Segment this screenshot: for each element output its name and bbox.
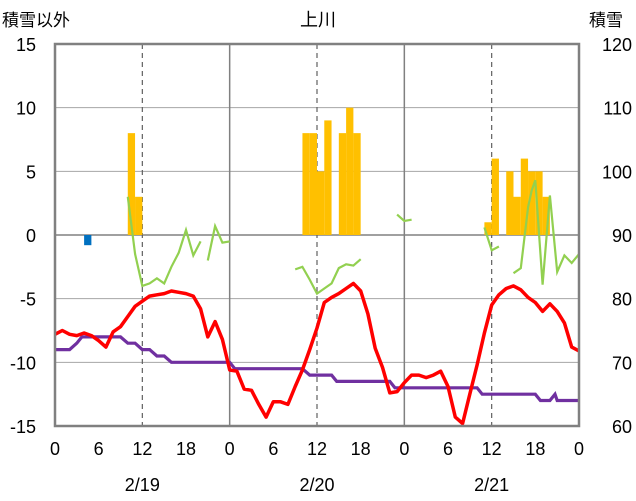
x-tick-label: 6 [268,439,278,459]
snowfall-bar [324,120,332,235]
snowfall-bar [84,235,92,246]
y-left-tick-label: 10 [16,99,36,119]
snowfall-bar [506,171,514,235]
y-right-tick-label: 110 [603,99,632,119]
x-tick-label: 0 [50,439,60,459]
snowfall-bar [127,133,136,235]
snowfall-bar [542,196,550,235]
x-tick-label: 0 [399,439,409,459]
x-tick-label: 0 [225,439,235,459]
y-right-tick-label: 120 [602,35,632,55]
x-tick-label: 18 [351,439,371,459]
snowfall-bars [84,107,550,246]
snowfall-bar [309,133,317,235]
snowfall-bar [535,171,543,235]
snowfall-bar [491,158,499,235]
y-right-ticks: 120 110 100 90 80 70 60 [602,35,632,437]
x-tick-label: 18 [525,439,545,459]
chart-title: 上川 [300,10,336,31]
snowfall-bar [135,196,143,235]
snow-depth-line [55,335,579,403]
x-tick-label: 12 [307,439,327,459]
y-left-tick-label: -15 [10,417,36,437]
green-series-line [512,179,580,285]
snowfall-bar [302,133,310,235]
x-tick-labels: 0 6 12 18 0 6 12 18 0 6 12 18 0 [50,439,584,459]
x-tick-label: 0 [574,439,584,459]
date-label: 2/19 [125,475,160,495]
y-left-tick-label: -10 [10,353,36,373]
y-right-tick-label: 60 [612,417,632,437]
snowfall-bar [484,222,492,235]
green-series-line [206,222,230,261]
series-lines [54,179,580,426]
snowfall-bar [346,107,354,235]
green-series-line [396,213,412,223]
snowfall-bar [353,133,361,235]
temperature-line [54,281,580,426]
x-tick-label: 6 [94,439,104,459]
x-tick-label: 12 [482,439,502,459]
date-label: 2/20 [299,475,334,495]
y-left-tick-label: 15 [16,35,36,55]
x-tick-label: 18 [176,439,196,459]
green-series-line [483,227,500,252]
y-right-tick-label: 90 [612,226,632,246]
green-series-line [294,258,362,296]
x-tick-label: 12 [132,439,152,459]
y-right-tick-label: 70 [612,353,632,373]
y-left-tick-label: 0 [26,226,36,246]
y-right-tick-label: 80 [612,290,632,310]
y-left-tick-label: 5 [26,162,36,182]
y-left-tick-label: -5 [20,290,36,310]
snowfall-bar [528,171,536,235]
green-series-line [126,196,202,288]
y-right-label: 積雪 [589,11,623,31]
snowfall-bar [317,171,325,235]
y-right-tick-label: 100 [602,162,632,182]
date-labels: 2/19 2/20 2/21 [125,475,509,495]
date-label: 2/21 [474,475,509,495]
snowfall-bar [513,196,521,235]
x-tick-label: 6 [443,439,453,459]
y-left-ticks: 15 10 5 0 -5 -10 -15 [10,35,36,437]
plot-frame [53,42,581,428]
snowfall-bar [338,133,347,235]
snowfall-bar [520,158,529,235]
y-left-label: 積雪以外 [2,11,70,31]
